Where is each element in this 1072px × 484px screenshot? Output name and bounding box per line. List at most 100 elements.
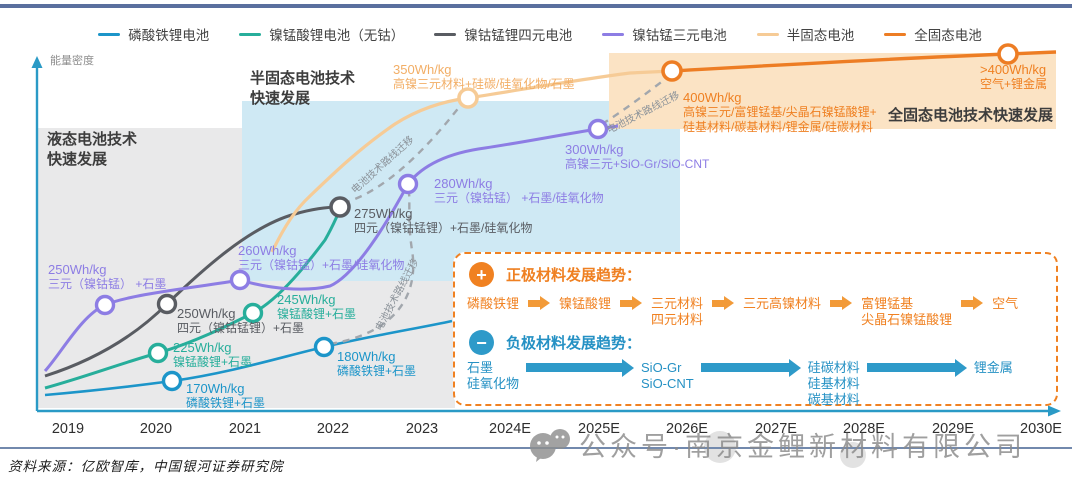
zone-all-solid-region <box>609 53 1056 129</box>
legend-item-ternary: 镍钴锰三元电池 <box>602 24 727 44</box>
annotation-value: 280Wh/kg <box>434 176 493 191</box>
arrow-right-icon <box>961 296 984 310</box>
material-trend-box: + 正极材料发展趋势： 磷酸铁锂 镍锰酸锂 三元材料 四元材料 三元高镍材料 富… <box>453 252 1058 408</box>
legend-item-quaternary: 镍钴锰锂四元电池 <box>434 24 572 44</box>
x-tick-2028e: 2028E <box>843 421 885 437</box>
annotation-value: 180Wh/kg <box>337 349 396 364</box>
cathode-item: 三元高镍材料 <box>743 296 821 312</box>
anode-item-line: 硅基材料 <box>807 376 860 391</box>
legend-label: 半固态电池 <box>786 28 855 43</box>
cathode-item: 磷酸铁锂 <box>467 296 519 312</box>
point-lmno-225 <box>147 342 169 364</box>
plus-icon: + <box>469 262 494 287</box>
anode-item-line: 碳基材料 <box>807 392 860 407</box>
point-quaternary-250 <box>156 293 178 315</box>
x-tick-2030e: 2030E <box>1020 421 1062 437</box>
annotation-material: 四元（镍钴锰锂）+石墨/硅氧化物 <box>354 221 533 235</box>
x-tick-2024e: 2024E <box>489 421 531 437</box>
point-lfp-170 <box>161 370 183 392</box>
anode-item-line: 硅碳材料 <box>807 360 860 375</box>
anode-item: 硅碳材料 硅基材料 碳基材料 <box>808 360 860 408</box>
line-semi-solid <box>270 69 673 253</box>
annotation-lfp-170: 170Wh/kg 磷酸铁锂+石墨 <box>186 381 265 411</box>
cathode-trend-chain: 磷酸铁锂 镍锰酸锂 三元材料 四元材料 三元高镍材料 富锂锰基 尖晶石镍锰酸锂 <box>467 296 1018 328</box>
legend-label: 磷酸铁锂电池 <box>128 28 210 43</box>
point-lfp-180 <box>313 336 335 358</box>
legend-item-lfp: 磷酸铁锂电池 <box>98 24 209 44</box>
legend-label: 镍钴锰三元电池 <box>632 28 727 43</box>
annotation-material: 磷酸铁锂+石墨 <box>337 364 417 378</box>
annotation-material: 四元（镍钴锰锂）+石墨 <box>177 321 305 335</box>
x-axis-arrow <box>1048 405 1061 417</box>
annotation-lfp-180: 180Wh/kg 磷酸铁锂+石墨 <box>337 349 416 379</box>
source-note: 资料来源：亿欧智库，中国银河证券研究院 <box>8 459 284 474</box>
point-semi-solid-350 <box>457 87 479 109</box>
zone-title-line: 快速发展 <box>47 151 108 168</box>
y-axis-arrow <box>31 56 43 68</box>
zone-title-liquid: 液态电池技术 快速发展 <box>47 130 137 170</box>
annotation-value: 400Wh/kg <box>683 90 742 105</box>
anode-item-line: 锂金属 <box>973 360 1013 375</box>
legend-swatch-quaternary <box>434 32 457 36</box>
annotation-all-solid-400: 400Wh/kg 高镍三元/富锂锰基/尖晶石镍锰酸锂+ 硅基材料/碳基材料/锂金… <box>683 90 877 135</box>
zone-title-line: 全固态电池技术快速发展 <box>888 107 1054 124</box>
zone-title-line: 半固态电池技术 <box>250 70 356 87</box>
annotation-material: 高镍三元材料+硅碳/硅氧化物/石墨 <box>393 77 575 91</box>
top-border-bar <box>0 4 1072 8</box>
cathode-item-line: 磷酸铁锂 <box>467 296 520 311</box>
annotation-ternary-260: 260Wh/kg 三元（镍钴锰）+石墨/硅氧化物 <box>238 243 404 273</box>
annotation-material: 高镍三元/富锂锰基/尖晶石镍锰酸锂+ <box>683 105 877 119</box>
anode-trend-chain: 石墨 硅氧化物 SiO-Gr SiO-CNT 硅碳材料 硅基材料 碳基材料 锂金… <box>467 358 1013 408</box>
cathode-item-line: 三元材料 <box>651 296 704 311</box>
legend-item-semi-solid: 半固态电池 <box>756 24 855 44</box>
annotation-value: 300Wh/kg <box>565 142 624 157</box>
annotation-material: 镍锰酸锂+石墨 <box>173 355 253 369</box>
y-axis-label: 能量密度 <box>50 55 94 67</box>
x-tick-2027e: 2027E <box>755 421 797 437</box>
legend-label: 全固态电池 <box>914 28 982 43</box>
annotation-value: 245Wh/kg <box>277 292 336 307</box>
cathode-trend-title: 正极材料发展趋势： <box>506 267 642 284</box>
x-tick-2022: 2022 <box>316 421 350 437</box>
cathode-item: 镍锰酸锂 <box>559 296 611 312</box>
point-ternary-260 <box>229 269 251 291</box>
cathode-item-line: 镍锰酸锂 <box>559 296 612 311</box>
legend-item-all-solid: 全固态电池 <box>884 24 982 44</box>
legend-swatch-ternary <box>602 32 625 36</box>
annotation-lmno-245: 245Wh/kg 镍锰酸锂+石墨 <box>277 292 356 322</box>
anode-item: SiO-Gr SiO-CNT <box>641 360 694 392</box>
annotation-material: 三元（镍钴锰）+石墨/硅氧化物 <box>238 258 405 272</box>
zone-title-all-solid: 全固态电池技术快速发展 <box>888 106 1053 126</box>
anode-item-line: SiO-CNT <box>641 376 694 391</box>
annotation-value: 250Wh/kg <box>177 306 236 321</box>
arrow-right-icon <box>620 296 643 310</box>
cathode-item-line: 空气 <box>992 296 1019 311</box>
annotation-ternary-280: 280Wh/kg 三元（镍钴锰） +石墨/硅氧化物 <box>434 176 604 206</box>
point-ternary-280 <box>397 173 419 195</box>
annotation-value: 225Wh/kg <box>173 340 232 355</box>
x-tick-2025e: 2025E <box>578 421 620 437</box>
point-quaternary-275 <box>329 196 351 218</box>
zone-title-semi-solid: 半固态电池技术 快速发展 <box>250 69 355 109</box>
annotation-material: 空气+锂金属 <box>980 77 1048 91</box>
x-tick-2021: 2021 <box>228 421 262 437</box>
x-tick-2019: 2019 <box>51 421 85 437</box>
zone-title-line: 液态电池技术 <box>47 131 138 148</box>
annotation-lmno-225: 225Wh/kg 镍锰酸锂+石墨 <box>173 340 252 370</box>
line-quaternary <box>44 205 341 378</box>
cathode-item-line: 三元高镍材料 <box>743 296 822 311</box>
cathode-item: 富锂锰基 尖晶石镍锰酸锂 <box>861 296 952 328</box>
legend-label: 镍锰酸锂电池（无钴） <box>269 28 405 43</box>
anode-item-line: 石墨 <box>467 360 494 375</box>
anode-item-line: SiO-Gr <box>641 360 682 375</box>
legend-swatch-lmno <box>239 32 262 36</box>
annotation-value: 260Wh/kg <box>238 243 297 258</box>
point-lmno-245 <box>242 302 264 324</box>
arrow-right-icon <box>866 358 967 377</box>
zone-title-line: 快速发展 <box>250 90 311 107</box>
point-all-solid-400 <box>661 60 683 82</box>
annotation-value: >400Wh/kg <box>980 62 1047 77</box>
cathode-item-line: 富锂锰基 <box>861 296 914 311</box>
